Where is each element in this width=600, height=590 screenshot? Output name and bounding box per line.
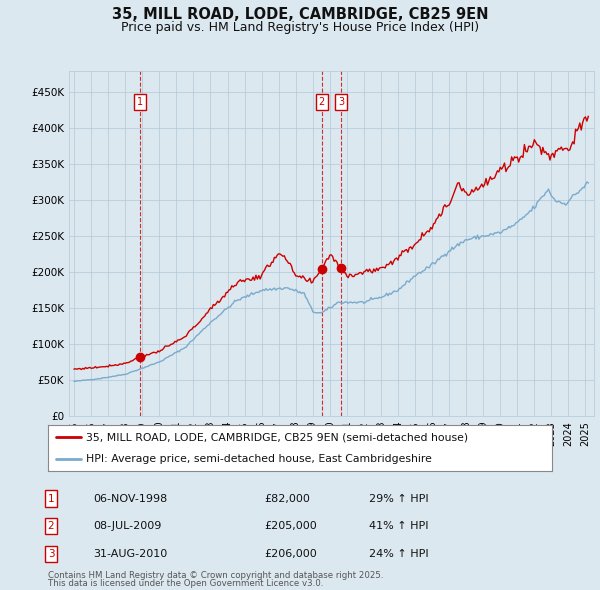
Text: £206,000: £206,000 <box>264 549 317 559</box>
Text: 29% ↑ HPI: 29% ↑ HPI <box>369 494 428 503</box>
Text: 35, MILL ROAD, LODE, CAMBRIDGE, CB25 9EN (semi-detached house): 35, MILL ROAD, LODE, CAMBRIDGE, CB25 9EN… <box>86 432 468 442</box>
Text: Price paid vs. HM Land Registry's House Price Index (HPI): Price paid vs. HM Land Registry's House … <box>121 21 479 34</box>
Text: 2: 2 <box>319 97 325 107</box>
Text: Contains HM Land Registry data © Crown copyright and database right 2025.: Contains HM Land Registry data © Crown c… <box>48 571 383 579</box>
Text: HPI: Average price, semi-detached house, East Cambridgeshire: HPI: Average price, semi-detached house,… <box>86 454 431 464</box>
Text: 3: 3 <box>338 97 344 107</box>
Text: This data is licensed under the Open Government Licence v3.0.: This data is licensed under the Open Gov… <box>48 579 323 588</box>
Text: 08-JUL-2009: 08-JUL-2009 <box>93 522 161 531</box>
Text: £82,000: £82,000 <box>264 494 310 503</box>
Text: 1: 1 <box>137 97 143 107</box>
Text: 35, MILL ROAD, LODE, CAMBRIDGE, CB25 9EN: 35, MILL ROAD, LODE, CAMBRIDGE, CB25 9EN <box>112 7 488 22</box>
Text: 06-NOV-1998: 06-NOV-1998 <box>93 494 167 503</box>
Text: 3: 3 <box>47 549 55 559</box>
Text: 41% ↑ HPI: 41% ↑ HPI <box>369 522 428 531</box>
Text: 1: 1 <box>47 494 55 503</box>
Text: 24% ↑ HPI: 24% ↑ HPI <box>369 549 428 559</box>
Text: £205,000: £205,000 <box>264 522 317 531</box>
Text: 2: 2 <box>47 522 55 531</box>
Text: 31-AUG-2010: 31-AUG-2010 <box>93 549 167 559</box>
